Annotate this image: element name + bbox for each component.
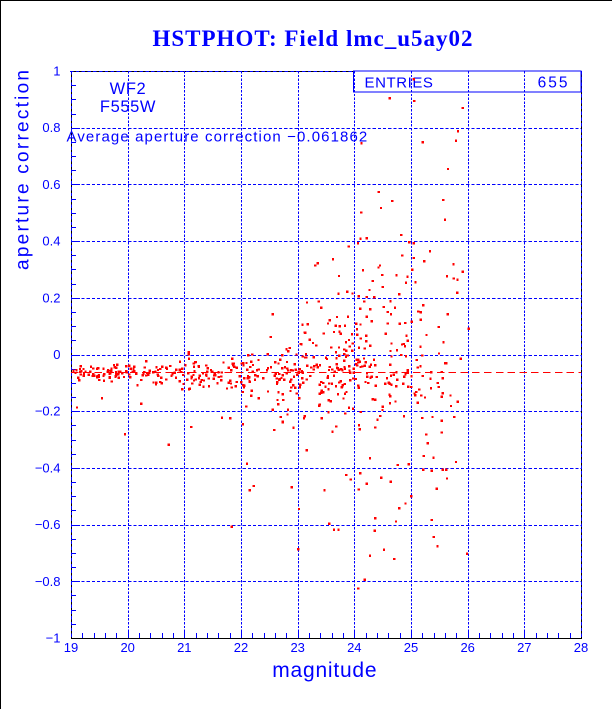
svg-text:26: 26 — [460, 640, 474, 655]
svg-text:−1: −1 — [46, 631, 61, 646]
svg-text:−0.6: −0.6 — [35, 517, 61, 532]
svg-text:20: 20 — [120, 640, 134, 655]
svg-text:aperture correction: aperture correction — [13, 68, 34, 270]
svg-text:0.6: 0.6 — [42, 177, 60, 192]
svg-text:19: 19 — [64, 640, 78, 655]
svg-text:−0.4: −0.4 — [35, 460, 61, 475]
svg-text:24: 24 — [347, 640, 361, 655]
svg-text:0: 0 — [53, 347, 60, 362]
svg-text:0.4: 0.4 — [42, 234, 60, 249]
svg-text:F555W: F555W — [100, 98, 156, 116]
svg-text:25: 25 — [404, 640, 418, 655]
svg-text:ENTRIES: ENTRIES — [365, 75, 434, 92]
svg-text:magnitude: magnitude — [272, 659, 377, 682]
svg-text:21: 21 — [177, 640, 191, 655]
svg-text:655: 655 — [538, 75, 570, 92]
svg-text:−0.8: −0.8 — [35, 574, 61, 589]
svg-text:1: 1 — [53, 64, 60, 79]
svg-text:22: 22 — [234, 640, 248, 655]
svg-text:23: 23 — [290, 640, 304, 655]
svg-text:27: 27 — [517, 640, 531, 655]
svg-text:0.2: 0.2 — [42, 290, 60, 305]
svg-text:HSTPHOT: Field lmc_u5ay02: HSTPHOT: Field lmc_u5ay02 — [152, 26, 473, 51]
svg-text:Average aperture correction −0: Average aperture correction −0.061862 — [67, 129, 369, 146]
svg-text:0.8: 0.8 — [42, 120, 60, 135]
svg-text:−0.2: −0.2 — [35, 404, 61, 419]
svg-text:WF2: WF2 — [110, 80, 147, 98]
svg-text:28: 28 — [574, 640, 588, 655]
